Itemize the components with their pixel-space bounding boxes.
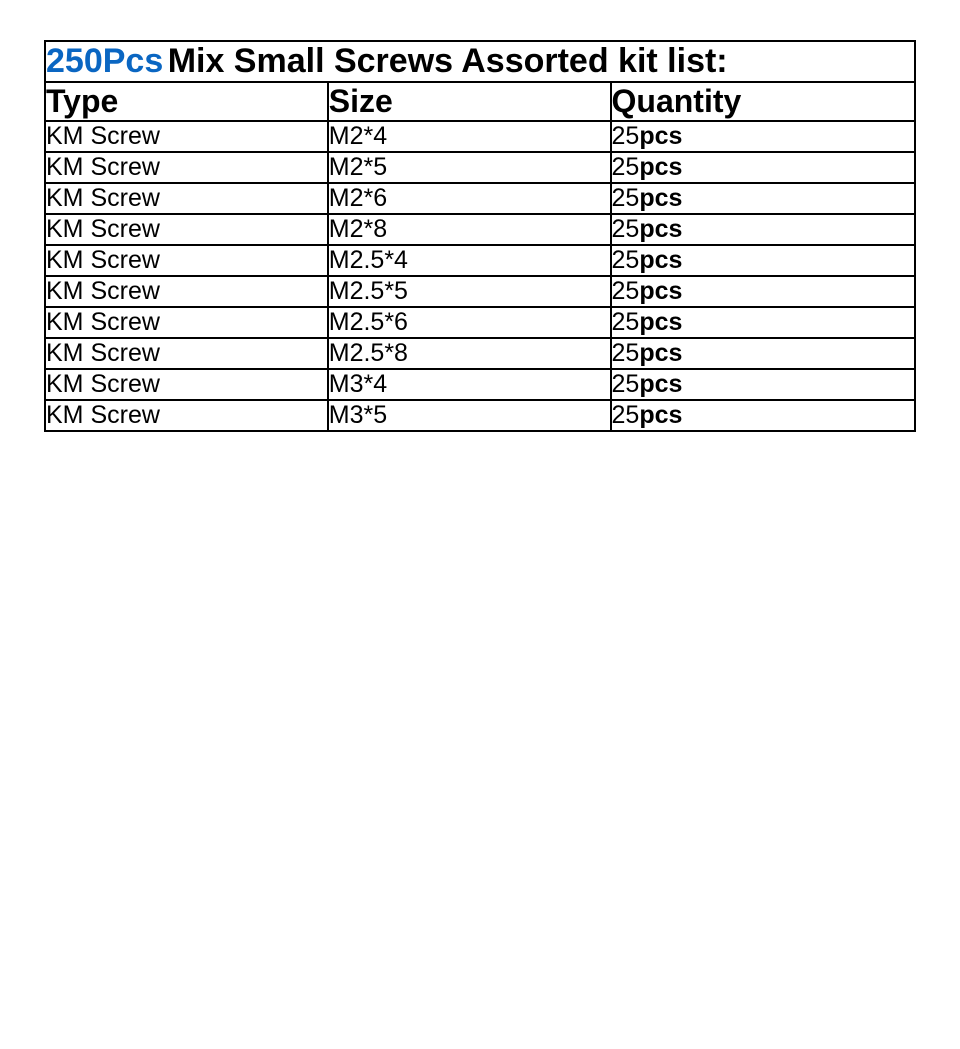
qty-unit: pcs (639, 122, 682, 150)
cell-type: KM Screw (45, 152, 328, 183)
qty-number: 25 (612, 401, 640, 429)
page: 250Pcs Mix Small Screws Assorted kit lis… (0, 0, 960, 472)
qty-number: 25 (612, 153, 640, 181)
cell-size: M2*8 (328, 214, 611, 245)
cell-type: KM Screw (45, 307, 328, 338)
cell-quantity: 25pcs (611, 152, 916, 183)
cell-quantity: 25pcs (611, 400, 916, 431)
cell-size: M2.5*6 (328, 307, 611, 338)
qty-number: 25 (612, 308, 640, 336)
table-row: KM ScrewM3*525pcs (45, 400, 915, 431)
cell-quantity: 25pcs (611, 214, 916, 245)
cell-quantity: 25pcs (611, 307, 916, 338)
qty-number: 25 (612, 122, 640, 150)
title-row: 250Pcs Mix Small Screws Assorted kit lis… (45, 41, 915, 82)
col-header-quantity: Quantity (611, 82, 916, 121)
cell-size: M2*4 (328, 121, 611, 152)
table-row: KM ScrewM2*425pcs (45, 121, 915, 152)
cell-size: M3*4 (328, 369, 611, 400)
qty-unit: pcs (639, 184, 682, 212)
qty-number: 25 (612, 246, 640, 274)
table-row: KM ScrewM2*625pcs (45, 183, 915, 214)
header-row: Type Size Quantity (45, 82, 915, 121)
cell-size: M2.5*4 (328, 245, 611, 276)
table-row: KM ScrewM3*425pcs (45, 369, 915, 400)
qty-unit: pcs (639, 153, 682, 181)
table-row: KM ScrewM2.5*425pcs (45, 245, 915, 276)
title-cell: 250Pcs Mix Small Screws Assorted kit lis… (45, 41, 915, 82)
qty-unit: pcs (639, 308, 682, 336)
qty-number: 25 (612, 184, 640, 212)
qty-number: 25 (612, 370, 640, 398)
table-row: KM ScrewM2*825pcs (45, 214, 915, 245)
table-row: KM ScrewM2*525pcs (45, 152, 915, 183)
cell-type: KM Screw (45, 276, 328, 307)
cell-size: M2.5*8 (328, 338, 611, 369)
qty-unit: pcs (639, 339, 682, 367)
cell-quantity: 25pcs (611, 338, 916, 369)
cell-quantity: 25pcs (611, 121, 916, 152)
cell-type: KM Screw (45, 214, 328, 245)
title-rest-text: Mix Small Screws Assorted kit list: (168, 42, 728, 80)
table-row: KM ScrewM2.5*825pcs (45, 338, 915, 369)
table-row: KM ScrewM2.5*525pcs (45, 276, 915, 307)
col-header-size: Size (328, 82, 611, 121)
qty-unit: pcs (639, 277, 682, 305)
cell-quantity: 25pcs (611, 183, 916, 214)
qty-number: 25 (612, 277, 640, 305)
kit-table: 250Pcs Mix Small Screws Assorted kit lis… (44, 40, 916, 432)
cell-type: KM Screw (45, 121, 328, 152)
cell-size: M2*5 (328, 152, 611, 183)
cell-size: M2.5*5 (328, 276, 611, 307)
qty-unit: pcs (639, 370, 682, 398)
cell-type: KM Screw (45, 369, 328, 400)
qty-unit: pcs (639, 401, 682, 429)
cell-quantity: 25pcs (611, 245, 916, 276)
cell-size: M3*5 (328, 400, 611, 431)
cell-quantity: 25pcs (611, 369, 916, 400)
qty-unit: pcs (639, 215, 682, 243)
col-header-type: Type (45, 82, 328, 121)
qty-number: 25 (612, 339, 640, 367)
cell-quantity: 25pcs (611, 276, 916, 307)
qty-number: 25 (612, 215, 640, 243)
cell-size: M2*6 (328, 183, 611, 214)
cell-type: KM Screw (45, 183, 328, 214)
cell-type: KM Screw (45, 400, 328, 431)
cell-type: KM Screw (45, 245, 328, 276)
qty-unit: pcs (639, 246, 682, 274)
table-row: KM ScrewM2.5*625pcs (45, 307, 915, 338)
title-highlight: 250Pcs (46, 42, 163, 80)
cell-type: KM Screw (45, 338, 328, 369)
